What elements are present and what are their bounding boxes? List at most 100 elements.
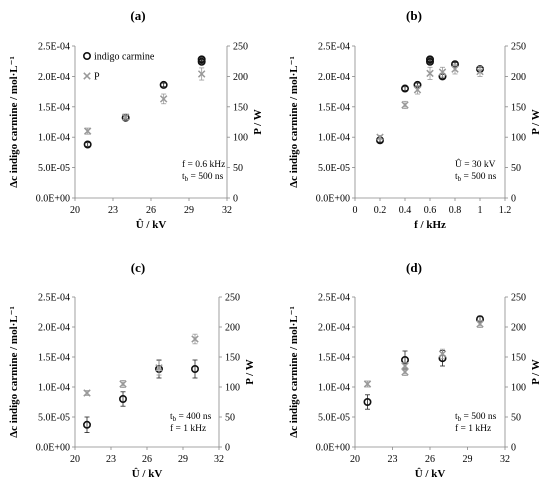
data-point-x [119,380,127,388]
series-power [83,67,206,135]
annotation-condition: f = 1 kHz [455,423,491,434]
y2-tick-label: 250 [233,42,248,53]
y2-tick-label: 100 [233,133,248,144]
y-tick-label: 2.5E-04 [318,293,350,304]
y2-tick-label: 150 [511,102,526,113]
y-axis-title: Δc indigo carmine / mol·L⁻¹ [288,306,300,438]
y2-tick-label: 200 [511,72,526,83]
y-tick-label: 1.5E-04 [318,102,350,113]
data-point-x [401,101,409,109]
annotation: Û = 30 kV tb = 500 ns [455,158,497,183]
annotation-condition: f = 0.6 kHz [182,159,225,170]
y2-axis-title: P / W [530,109,542,134]
y-tick-label: 2.5E-04 [38,293,70,304]
panel-label: (b) [406,8,422,23]
panel-label: (c) [131,260,145,275]
y-tick-label: 1.0E-04 [38,133,70,144]
y2-tick-label: 50 [511,163,521,174]
x-tick-label: 0.2 [374,205,387,216]
y-tick-label: 5.0E-05 [38,413,70,424]
data-point-circle [159,80,168,89]
data-point-circle [363,397,372,406]
series-indigo-carmine [363,315,484,410]
data-point-circle [119,394,128,403]
data-point-x [83,389,91,397]
data-point-x [191,335,199,343]
panel-label: (d) [406,260,422,275]
x-tick-label: 20 [350,454,360,465]
data-point-x [451,65,459,73]
legend-marker-circle [83,51,92,60]
data-point-circle [191,364,200,373]
y2-tick-label: 0 [225,443,230,454]
y-tick-label: 1.5E-04 [318,353,350,364]
data-point-circle [425,55,434,64]
y2-tick-label: 50 [225,413,235,424]
y2-axis-title: P / W [244,359,256,384]
x-tick-label: 29 [184,205,194,216]
y2-tick-label: 200 [233,72,248,83]
annotation-condition: Û = 30 kV [455,158,496,170]
annotation-pulse-width: tb = 500 ns [182,172,224,183]
x-tick-label: 23 [388,454,398,465]
y-tick-label: 0.0E+00 [316,194,350,205]
x-tick-label: 26 [425,454,435,465]
x-tick-label: 23 [108,205,118,216]
annotation-pulse-width: tb = 400 ns [170,412,212,423]
data-point-circle [83,420,92,429]
y2-tick-label: 0 [233,194,238,205]
y-axis-title: Δc indigo carmine / mol·L⁻¹ [288,56,300,188]
y-tick-label: 0.0E+00 [36,194,70,205]
y2-tick-label: 100 [511,383,526,394]
x-axis-title: Û / kV [415,467,446,480]
y2-tick-label: 50 [511,413,521,424]
x-tick-label: 20 [70,454,80,465]
y-tick-label: 5.0E-05 [38,163,70,174]
x-tick-label: 29 [178,454,188,465]
data-point-x [121,113,130,121]
annotation: tb = 500 nsf = 1 kHz [455,412,497,434]
x-tick-label: 1 [478,205,483,216]
legend-marker-x [83,72,91,80]
y2-tick-label: 150 [233,102,248,113]
y-tick-label: 2.0E-04 [38,323,70,334]
y-tick-label: 2.5E-04 [38,42,70,53]
y2-tick-label: 250 [511,42,526,53]
panel-b: (b) 0.0E+00 5.0E-05 1.0E-04 1.5E-04 2.0E-04 2.… [288,8,542,231]
data-point-x [197,70,206,78]
panel-c: (c) 0.0E+00 5.0E-05 1.0E-04 1.5E-04 2.0E-04 2.… [8,260,256,480]
panel-label: (a) [130,8,145,23]
y2-tick-label: 150 [511,353,526,364]
x-tick-label: 0.8 [449,205,462,216]
data-point-x [438,68,447,76]
legend-label: P [94,72,100,83]
data-point-circle [400,84,409,93]
y-tick-label: 1.5E-04 [38,102,70,113]
panel-d: (d) 0.0E+00 5.0E-05 1.0E-04 1.5E-04 2.0E-04 2.… [288,260,542,480]
x-axis-title: Û / kV [136,218,167,231]
y2-axis-title: P / W [530,359,542,384]
y-tick-label: 2.0E-04 [38,72,70,83]
data-point-x [476,320,484,328]
y-tick-label: 1.5E-04 [38,353,70,364]
x-tick-label: 0.6 [424,205,437,216]
x-tick-label: 1.2 [499,205,512,216]
x-tick-label: 32 [500,454,510,465]
x-tick-label: 32 [214,454,224,465]
data-point-x [426,69,434,78]
y2-tick-label: 150 [225,353,240,364]
x-tick-label: 23 [106,454,116,465]
y-tick-label: 2.0E-04 [318,72,350,83]
y-tick-label: 2.0E-04 [318,323,350,334]
data-point-x [155,364,163,372]
x-tick-label: 29 [463,454,473,465]
x-tick-label: 0.4 [399,205,412,216]
y-axis-title: Δc indigo carmine / mol·L⁻¹ [8,56,20,188]
annotation: f = 0.6 kHz tb = 500 ns [182,159,225,183]
panel-a: (a) 0.0E+00 5.0E-05 1.0E-04 1.5E-04 2.0E-04 2.… [8,8,264,231]
data-point-x [376,133,384,141]
y-tick-label: 1.0E-04 [318,133,350,144]
data-point-circle [197,55,206,64]
y-tick-label: 0.0E+00 [36,443,70,454]
